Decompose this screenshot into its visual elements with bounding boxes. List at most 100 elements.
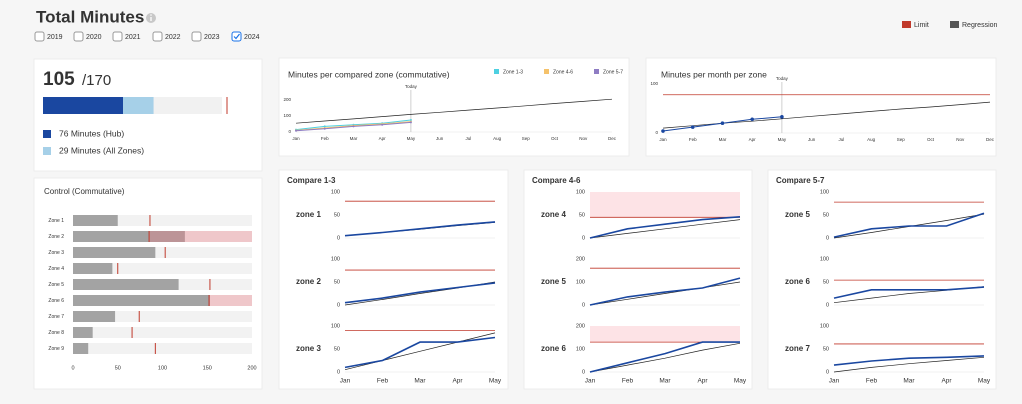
year-label[interactable]: 2021: [125, 34, 141, 41]
point: [720, 121, 725, 125]
bar-track: [73, 263, 252, 274]
zone-label: zone 5: [541, 277, 566, 286]
series-line: [833, 286, 985, 299]
year-label[interactable]: 2022: [165, 34, 181, 41]
regression-line: [589, 281, 741, 306]
chart-title: Compare 1-3: [287, 176, 336, 185]
y-tick-label: 50: [823, 212, 829, 218]
series-line: [344, 221, 496, 237]
y-tick-label: 100: [650, 81, 658, 86]
zone-label: zone 5: [785, 210, 810, 219]
y-tick-label: 100: [820, 256, 829, 262]
year-checkbox[interactable]: [231, 31, 242, 42]
year-checkbox[interactable]: [112, 31, 123, 42]
bar: [73, 279, 179, 290]
y-tick-label: Zone 5: [48, 282, 64, 288]
year-label[interactable]: 2023: [204, 34, 220, 41]
y-tick-label: 100: [331, 323, 340, 329]
x-tick-label: Aug: [867, 137, 876, 142]
x-tick-label: Mar: [350, 136, 358, 141]
year-label[interactable]: 2019: [47, 34, 63, 41]
today-label: Today: [776, 76, 789, 81]
x-tick-label: May: [489, 378, 502, 385]
point: [661, 129, 665, 133]
zone-label: zone 2: [296, 277, 321, 286]
point: [409, 119, 412, 121]
x-tick-label: Jan: [659, 137, 667, 142]
progress-segment: [123, 97, 154, 114]
x-tick-label: Mar: [414, 378, 426, 385]
point: [352, 125, 355, 128]
legend-swatch: [902, 21, 911, 28]
y-tick-label: Zone 1: [48, 218, 64, 224]
x-tick-label: May: [978, 378, 991, 385]
year-checkbox[interactable]: [73, 31, 84, 42]
x-tick-label: Jul: [465, 136, 471, 141]
y-tick-label: 50: [334, 279, 340, 285]
bar-track: [73, 247, 252, 258]
legend-swatch: [43, 130, 51, 138]
y-tick-label: 0: [337, 369, 340, 375]
y-tick-label: 0: [288, 129, 291, 134]
legend-label: Limit: [914, 22, 929, 29]
point: [381, 123, 384, 126]
y-tick-label: 0: [337, 235, 340, 241]
x-tick-label: Jan: [585, 378, 596, 385]
y-tick-label: 100: [820, 189, 829, 195]
today-label: Today: [405, 84, 418, 89]
regression-line: [295, 98, 613, 124]
point: [295, 129, 297, 132]
year-label[interactable]: 2024: [244, 34, 260, 41]
chart-title: Compare 5-7: [776, 176, 825, 185]
regression-line: [589, 342, 741, 373]
point: [409, 121, 412, 124]
x-tick-label: Apr: [452, 378, 463, 385]
x-tick-label: Feb: [321, 136, 329, 141]
legend-swatch: [950, 21, 959, 28]
over-limit-band: [209, 295, 252, 306]
chart-title: Compare 4-6: [532, 176, 581, 185]
x-tick-label: Feb: [866, 378, 878, 385]
x-tick-label: Nov: [956, 137, 965, 142]
y-tick-label: Zone 4: [48, 266, 64, 272]
x-tick-label: Jun: [808, 137, 816, 142]
summary-legend-label: 29 Minutes (All Zones): [59, 145, 144, 155]
y-tick-label: 100: [576, 346, 585, 352]
x-tick-label: Feb: [377, 378, 389, 385]
chart-title: Minutes per month per zone: [661, 69, 767, 79]
y-tick-label: 50: [334, 346, 340, 352]
series-line: [589, 216, 741, 239]
x-tick-label: Apr: [941, 378, 952, 385]
zone-label: zone 4: [541, 210, 566, 219]
x-tick-label: Oct: [927, 137, 935, 142]
year-label[interactable]: 2020: [86, 34, 102, 41]
bar-track: [73, 327, 252, 338]
year-checkbox[interactable]: [34, 31, 45, 42]
x-tick-label: 50: [115, 365, 121, 371]
year-checkbox[interactable]: [152, 31, 163, 42]
y-tick-label: Zone 2: [48, 234, 64, 240]
y-tick-label: 0: [582, 235, 585, 241]
y-tick-label: 200: [576, 256, 585, 262]
info-icon[interactable]: [146, 13, 156, 23]
x-tick-label: Jan: [829, 378, 840, 385]
zone-label: zone 7: [785, 344, 810, 353]
bar: [73, 247, 156, 258]
y-tick-label: Zone 9: [48, 346, 64, 352]
y-tick-label: 100: [820, 323, 829, 329]
x-tick-label: Jul: [838, 137, 844, 142]
y-tick-label: 0: [582, 369, 585, 375]
y-tick-label: 50: [823, 279, 829, 285]
y-tick-label: 0: [826, 235, 829, 241]
x-tick-label: Jan: [340, 378, 351, 385]
y-tick-label: 100: [283, 113, 291, 118]
y-tick-label: Zone 8: [48, 330, 64, 336]
check-mark: [233, 33, 240, 40]
compare-card: [767, 169, 997, 390]
progress-segment: [43, 97, 124, 114]
bar: [73, 263, 113, 274]
x-tick-label: Apr: [749, 137, 757, 142]
year-checkbox[interactable]: [191, 31, 202, 42]
x-tick-label: Aug: [493, 136, 502, 141]
